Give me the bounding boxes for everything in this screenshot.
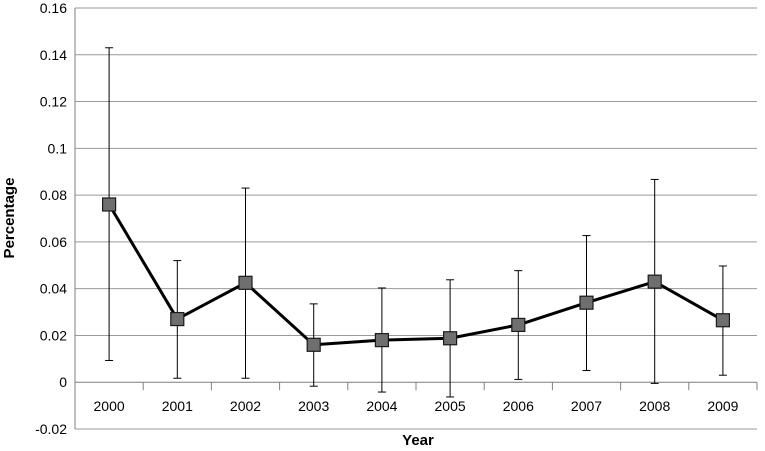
- y-tick-label: 0.04: [40, 281, 67, 297]
- x-tick-label: 2007: [571, 398, 602, 414]
- data-point: [374, 333, 389, 348]
- y-tick-label: 0.16: [40, 0, 67, 16]
- x-tick-label: 2009: [707, 398, 738, 414]
- x-axis-title: Year: [402, 432, 434, 449]
- y-tick-label: -0.02: [35, 421, 67, 437]
- x-tick-label: 2006: [503, 398, 534, 414]
- data-point: [647, 274, 662, 289]
- x-tick-label: 2003: [298, 398, 329, 414]
- x-tick-label: 2004: [366, 398, 397, 414]
- data-point: [101, 197, 117, 212]
- gridlines: [75, 7, 757, 430]
- x-tick-label: 2002: [230, 398, 261, 414]
- series-line-path: [107, 203, 724, 347]
- data-point: [511, 317, 526, 333]
- data-markers: [101, 197, 731, 352]
- y-tick-labels: -0.02 0 0.02 0.04 0.06 0.08 0.1 0.12 0.14 0.16: [35, 0, 67, 437]
- x-tick-label: 2008: [639, 398, 670, 414]
- x-tick-label: 2001: [162, 398, 193, 414]
- y-tick-label: 0.02: [40, 327, 67, 343]
- data-point: [443, 331, 458, 346]
- data-point: [579, 295, 594, 310]
- error-bars: [105, 47, 727, 398]
- x-tick-label: 2000: [94, 398, 125, 414]
- x-tick-label: 2005: [435, 398, 466, 414]
- y-tick-label: 0.1: [48, 140, 68, 156]
- y-tick-label: 0: [59, 374, 67, 390]
- y-tick-label: 0.06: [40, 234, 67, 250]
- data-point: [238, 275, 253, 290]
- y-tick-label: 0.08: [40, 187, 67, 203]
- series-line: [107, 203, 724, 347]
- axes: [74, 8, 758, 429]
- data-point: [306, 337, 321, 352]
- x-tick-labels: 2000 2001 2002 2003 2004 2005 2006 2007 2008 2009: [94, 398, 739, 414]
- data-point: [715, 313, 731, 328]
- y-tick-label: 0.12: [40, 94, 67, 110]
- data-point: [170, 311, 185, 327]
- y-axis-title: Percentage: [1, 178, 18, 259]
- y-tick-label: 0.14: [40, 47, 67, 63]
